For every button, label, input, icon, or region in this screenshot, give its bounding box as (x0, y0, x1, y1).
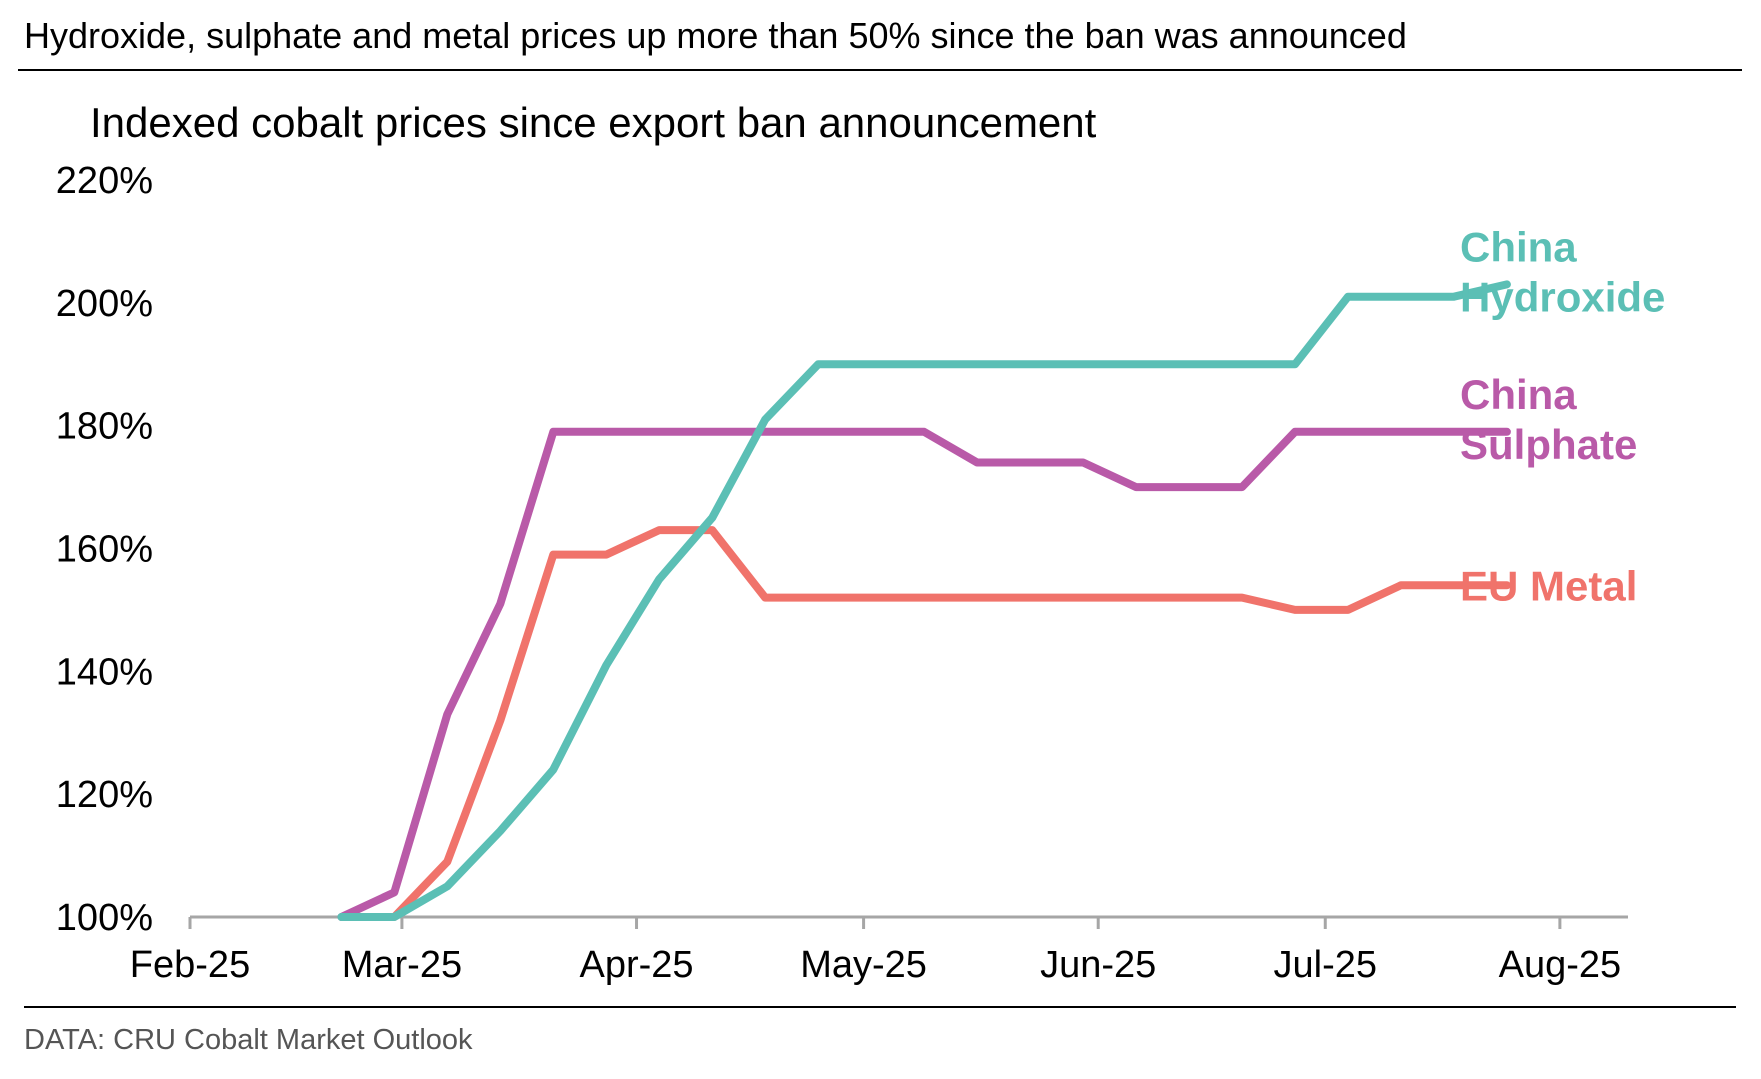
series-lines (337, 280, 1511, 921)
x-tick-label: Apr-25 (580, 944, 694, 986)
series-label-china-sulphate: Sulphate (1460, 421, 1637, 468)
headline: Hydroxide, sulphate and metal prices up … (24, 15, 1407, 56)
x-tick-label: May-25 (800, 944, 927, 986)
y-tick-label: 160% (56, 529, 153, 571)
chart-title: Indexed cobalt prices since export ban a… (90, 99, 1097, 146)
bottom-rule (24, 1006, 1736, 1008)
series-label-china-sulphate: China (1460, 371, 1577, 418)
y-tick-label: 180% (56, 406, 153, 448)
y-axis: 100% 120% 140% 160% 180% 200% 220% (56, 160, 153, 939)
y-tick-label: 220% (56, 160, 153, 202)
y-tick-label: 120% (56, 774, 153, 816)
series-line-china-hydroxide (337, 280, 1511, 921)
series-label-eu-metal: EU Metal (1460, 562, 1637, 609)
y-tick-label: 200% (56, 283, 153, 325)
x-tick-label: Mar-25 (342, 944, 462, 986)
top-rule (18, 69, 1742, 71)
y-tick-label: 140% (56, 651, 153, 693)
x-tick-label: Jul-25 (1274, 944, 1378, 986)
x-tick-label: Feb-25 (130, 944, 250, 986)
series-line-eu-metal (390, 526, 1511, 921)
series-label-china-hydroxide: Hydroxide (1460, 273, 1665, 320)
line-chart: Indexed cobalt prices since export ban a… (56, 99, 1666, 986)
x-axis: Feb-25 Mar-25 Apr-25 May-25 Jun-25 Jul-25 Aug-… (130, 915, 1628, 986)
series-label-china-hydroxide: China (1460, 223, 1577, 270)
y-tick-label: 100% (56, 897, 153, 939)
x-tick-label: Jun-25 (1040, 944, 1156, 986)
x-tick-label: Aug-25 (1499, 944, 1622, 986)
series-line-china-sulphate (337, 427, 1511, 921)
source-note: DATA: CRU Cobalt Market Outlook (24, 1024, 473, 1056)
